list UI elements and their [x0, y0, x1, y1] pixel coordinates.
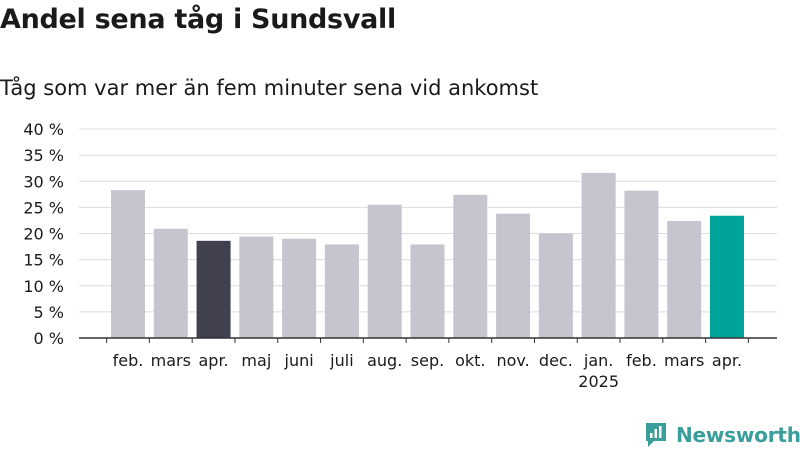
- bar: [239, 236, 274, 338]
- bar: [153, 228, 188, 338]
- x-tick-label: maj: [241, 351, 271, 370]
- x-axis-labels: feb. mars apr. maj juni juli aug. sep. okt. nov. d…: [113, 351, 742, 391]
- bar: [581, 172, 616, 338]
- y-tick-label: 30 %: [23, 172, 64, 191]
- y-tick-label: 25 %: [23, 198, 64, 217]
- newsworthy-chart-bubble-icon: [646, 423, 666, 447]
- bar: [538, 233, 573, 338]
- x-tick-label: aug.: [367, 351, 402, 370]
- chart-title: Andel sena tåg i Sundsvall: [0, 4, 396, 35]
- x-year-label: 2025: [578, 372, 619, 391]
- x-tick-label: apr.: [198, 351, 228, 370]
- bar: [624, 190, 659, 338]
- bar: [111, 190, 145, 338]
- y-tick-label: 35 %: [23, 146, 64, 165]
- bar: [496, 213, 531, 338]
- x-tick-label: feb.: [113, 351, 144, 370]
- x-tick-label: nov.: [496, 351, 529, 370]
- x-tick-label: mars: [151, 351, 191, 370]
- bar: [196, 240, 231, 338]
- bar: [324, 244, 359, 338]
- bars: [111, 172, 744, 338]
- y-tick-label: 20 %: [23, 225, 64, 244]
- bar: [410, 244, 445, 338]
- x-tick-label: juli: [329, 351, 353, 370]
- x-tick-label: apr.: [712, 351, 742, 370]
- bar: [453, 194, 488, 338]
- x-tick-label: mars: [664, 351, 704, 370]
- y-tick-label: 5 %: [34, 303, 64, 322]
- bar: [667, 220, 702, 338]
- bar-chart: 0 % 5 % 10 % 15 % 20 % 25 % 30 % 35 % 40 % feb. m…: [23, 120, 777, 391]
- y-tick-label: 10 %: [23, 277, 64, 296]
- bar: [282, 238, 317, 338]
- x-tick-label: dec.: [539, 351, 573, 370]
- x-tick-label: jan.: [583, 351, 613, 370]
- chart-subtitle: Tåg som var mer än fem minuter sena vid …: [0, 76, 539, 100]
- y-axis-labels: 0 % 5 % 10 % 15 % 20 % 25 % 30 % 35 % 40 %: [23, 120, 64, 348]
- bar: [710, 215, 744, 338]
- x-tick-label: okt.: [455, 351, 485, 370]
- x-tick-label: juni: [284, 351, 314, 370]
- x-axis: [79, 337, 777, 343]
- newsworthy-logo: Newsworthy: [644, 420, 800, 450]
- y-tick-label: 0 %: [34, 329, 64, 348]
- bar: [367, 204, 402, 338]
- logo-text: Newsworthy: [676, 423, 800, 447]
- y-tick-label: 40 %: [23, 120, 64, 139]
- y-tick-label: 15 %: [23, 251, 64, 270]
- x-tick-label: feb.: [626, 351, 657, 370]
- x-tick-label: sep.: [411, 351, 444, 370]
